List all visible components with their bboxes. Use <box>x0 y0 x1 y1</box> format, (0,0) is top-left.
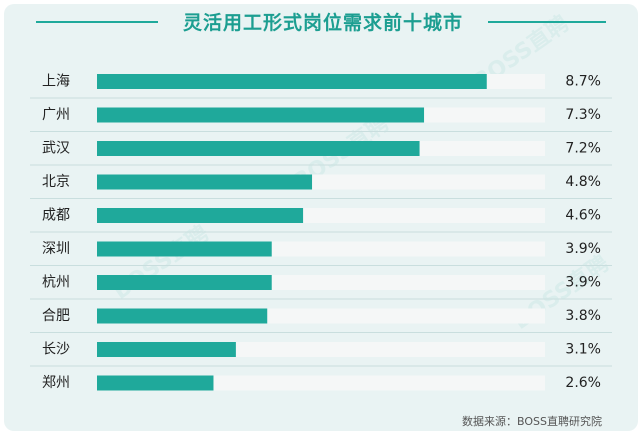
value-label: 4.8% <box>565 174 601 190</box>
title-divider-right <box>488 21 606 23</box>
chart-title: 灵活用工形式岗位需求前十城市 <box>182 12 463 34</box>
value-label: 3.1% <box>565 342 601 358</box>
category-label: 深圳 <box>42 241 70 257</box>
value-label: 3.9% <box>565 275 601 291</box>
value-label: 7.3% <box>565 107 601 123</box>
bar <box>97 174 313 190</box>
value-label: 3.9% <box>565 241 601 257</box>
category-label: 杭州 <box>42 275 70 291</box>
category-label: 成都 <box>42 208 70 224</box>
bar <box>97 107 425 123</box>
bar <box>97 74 487 89</box>
value-label: 7.2% <box>565 141 601 157</box>
title-divider-left <box>36 21 158 23</box>
value-label: 3.8% <box>565 308 601 324</box>
value-label: 2.6% <box>565 375 601 391</box>
value-label: 4.6% <box>565 208 601 224</box>
category-label: 广州 <box>42 107 70 123</box>
bar <box>97 275 272 290</box>
bar <box>97 375 214 391</box>
value-label: 8.7% <box>565 74 601 90</box>
category-label: 北京 <box>42 174 70 190</box>
category-label: 合肥 <box>42 308 70 324</box>
category-label: 长沙 <box>42 342 70 358</box>
data-source-note: 数据来源：BOSS直聘研究院 <box>462 415 602 428</box>
bar <box>97 342 236 357</box>
bar <box>97 208 304 223</box>
category-label: 郑州 <box>42 375 70 391</box>
bar <box>97 308 268 324</box>
chart-title-row: 灵活用工形式岗位需求前十城市 <box>0 6 642 34</box>
bar <box>97 241 272 257</box>
watermark-text: BOSS直聘 <box>109 220 214 304</box>
category-label: 上海 <box>42 74 70 90</box>
category-label: 武汉 <box>42 141 70 157</box>
bar <box>97 141 420 156</box>
